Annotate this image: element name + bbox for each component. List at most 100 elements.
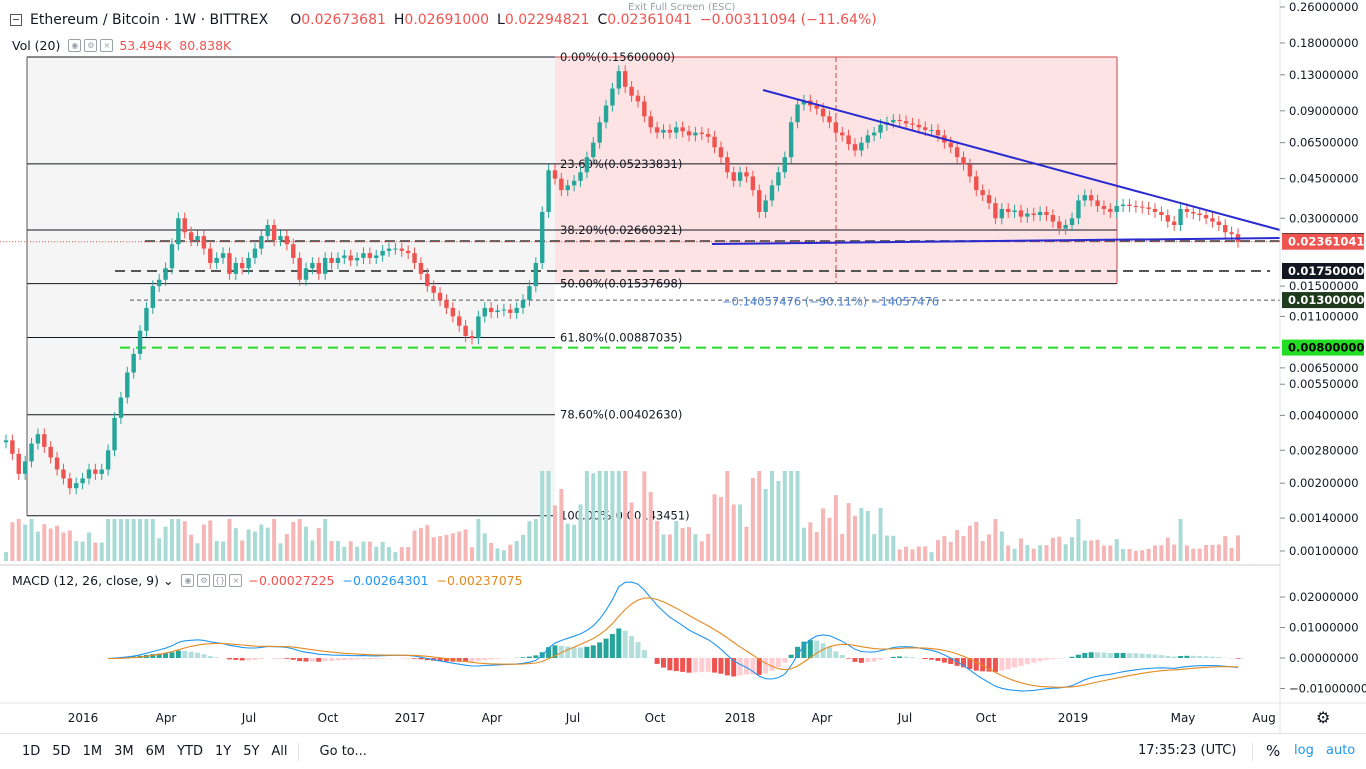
macd-histogram-bar bbox=[521, 657, 526, 658]
range-1m[interactable]: 1M bbox=[77, 744, 109, 759]
volume-bar bbox=[655, 521, 659, 561]
macd-histogram-bar bbox=[476, 658, 481, 661]
candle bbox=[74, 483, 78, 488]
candle bbox=[891, 120, 895, 122]
candle bbox=[406, 251, 410, 253]
macd-histogram-bar bbox=[942, 658, 947, 663]
macd-histogram-bar bbox=[846, 658, 851, 659]
volume-bar bbox=[687, 527, 691, 561]
candle bbox=[1051, 215, 1055, 222]
macd-histogram-bar bbox=[195, 653, 200, 658]
volume-bar bbox=[642, 471, 646, 561]
candle bbox=[202, 236, 206, 249]
volume-bar bbox=[42, 524, 46, 561]
macd-tick-label: 0.01000000 bbox=[1289, 621, 1359, 635]
macd-histogram-bar bbox=[246, 658, 251, 660]
candle bbox=[310, 263, 314, 268]
candle bbox=[719, 147, 723, 157]
volume-bar bbox=[432, 537, 436, 561]
candle bbox=[100, 470, 104, 474]
macd-histogram-bar bbox=[1114, 653, 1119, 658]
macd-histogram-bar bbox=[706, 658, 711, 672]
percent-toggle[interactable]: % bbox=[1266, 742, 1280, 760]
time-tick-label: Jul bbox=[565, 711, 580, 725]
volume-bar bbox=[923, 546, 927, 561]
range-5d[interactable]: 5D bbox=[46, 744, 76, 759]
price-tick-label: 0.26000000 bbox=[1289, 0, 1359, 14]
volume-bar bbox=[368, 542, 372, 561]
macd-histogram-bar bbox=[718, 658, 723, 674]
candle bbox=[476, 316, 480, 338]
macd-histogram-bar bbox=[1018, 658, 1023, 666]
volume-bar bbox=[617, 471, 621, 561]
volume-bar bbox=[138, 519, 142, 561]
price-badge-label: 0.01300000 bbox=[1288, 293, 1364, 307]
volume-bar bbox=[1000, 532, 1004, 561]
candle bbox=[1038, 212, 1042, 215]
volume-bar bbox=[725, 471, 729, 561]
range-5y[interactable]: 5Y bbox=[237, 744, 265, 759]
gear-icon[interactable]: ⚙ bbox=[1316, 708, 1330, 727]
macd-histogram-bar bbox=[495, 658, 500, 659]
volume-bar bbox=[1051, 538, 1055, 561]
volume-bar bbox=[1153, 545, 1157, 561]
candle bbox=[591, 143, 595, 158]
macd-histogram-bar bbox=[1127, 653, 1132, 658]
macd-histogram-bar bbox=[380, 658, 385, 659]
range-6m[interactable]: 6M bbox=[140, 744, 172, 759]
macd-histogram-bar bbox=[923, 658, 928, 659]
macd-histogram-bar bbox=[201, 654, 206, 658]
clock[interactable]: 17:35:23 (UTC) bbox=[1138, 743, 1236, 758]
candle bbox=[502, 310, 506, 311]
macd-tick-label: −0.01000000 bbox=[1289, 682, 1366, 696]
candle bbox=[119, 398, 123, 418]
candle bbox=[572, 181, 576, 186]
auto-toggle[interactable]: auto bbox=[1326, 743, 1355, 758]
candle bbox=[566, 185, 570, 190]
volume-bar bbox=[553, 505, 557, 561]
candle bbox=[463, 326, 467, 336]
candle bbox=[1217, 222, 1221, 225]
candle bbox=[61, 470, 65, 479]
range-1d[interactable]: 1D bbox=[16, 744, 46, 759]
volume-bar bbox=[266, 528, 270, 561]
volume-bar bbox=[559, 489, 563, 561]
candle bbox=[738, 172, 742, 181]
range-all[interactable]: All bbox=[265, 744, 293, 759]
price-tick-label: 0.03000000 bbox=[1289, 211, 1359, 225]
price-tick-label: 0.00100000 bbox=[1289, 544, 1359, 558]
range-1y[interactable]: 1Y bbox=[209, 744, 237, 759]
candle bbox=[157, 280, 161, 286]
candle bbox=[878, 125, 882, 133]
candle bbox=[783, 157, 787, 172]
candle bbox=[266, 225, 270, 236]
candle bbox=[961, 157, 965, 164]
candle bbox=[623, 71, 627, 87]
volume-bar bbox=[1064, 544, 1068, 561]
volume-bar bbox=[1134, 551, 1138, 561]
candle bbox=[706, 134, 710, 137]
candle bbox=[361, 253, 365, 258]
candle bbox=[1127, 205, 1131, 206]
volume-bar bbox=[170, 519, 174, 561]
macd-histogram-bar bbox=[763, 658, 768, 674]
candle bbox=[1108, 209, 1112, 212]
volume-bar bbox=[1102, 546, 1106, 561]
price-chart[interactable]: 0.00%(0.15600000)23.60%(0.05233831)38.20… bbox=[0, 0, 1366, 733]
volume-bar bbox=[310, 540, 314, 561]
goto-button[interactable]: Go to... bbox=[320, 744, 367, 759]
range-ytd[interactable]: YTD bbox=[171, 744, 209, 759]
candle bbox=[1166, 215, 1170, 222]
candle bbox=[661, 130, 665, 133]
log-toggle[interactable]: log bbox=[1294, 743, 1314, 758]
macd-histogram-bar bbox=[1121, 653, 1126, 658]
macd-histogram-bar bbox=[1038, 658, 1043, 661]
macd-histogram-bar bbox=[865, 658, 870, 662]
macd-histogram-bar bbox=[680, 658, 685, 672]
macd-histogram-bar bbox=[623, 631, 628, 658]
range-3m[interactable]: 3M bbox=[108, 744, 140, 759]
candle bbox=[444, 300, 448, 308]
volume-bar bbox=[744, 527, 748, 561]
macd-histogram-bar bbox=[661, 658, 666, 668]
